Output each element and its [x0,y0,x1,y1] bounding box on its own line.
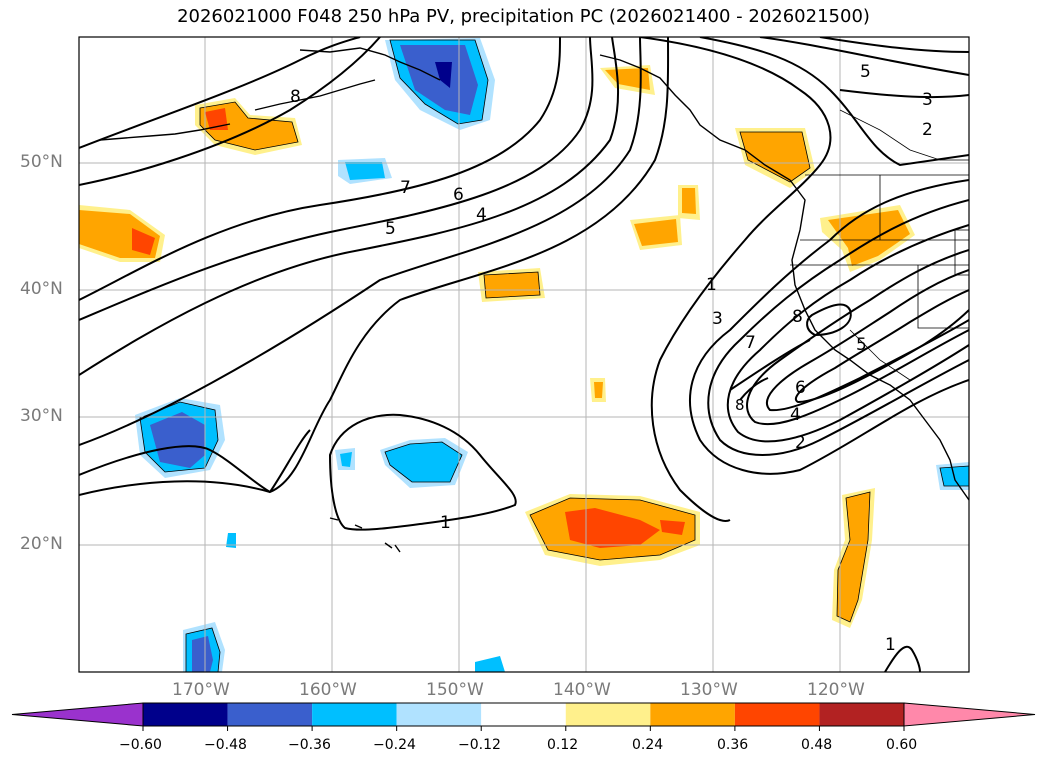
colorbar-tick: −0.24 [373,737,416,753]
precip-positive-areas [79,65,915,628]
contour-label: 5 [856,335,867,355]
colorbar-tick: 0.36 [717,737,749,753]
map-frame [78,36,970,673]
colorbar-box [312,703,397,726]
colorbar-extend-low [11,702,144,727]
contour-label: 6 [453,185,464,205]
lon-label-120w: 120°W [807,680,865,700]
lon-label-170w: 170°W [172,680,230,700]
colorbar-tick: 0.60 [886,737,918,753]
lon-label-140w: 140°W [553,680,611,700]
colorbar-box [481,703,566,726]
contour-label: 8 [735,396,745,414]
contour-label: 7 [400,178,411,198]
colorbar-box [734,703,820,726]
colorbar-box [565,703,651,726]
contour-label: 2 [795,433,806,453]
colorbar-tick: −0.60 [119,737,162,753]
lon-label-130w: 130°W [680,680,738,700]
contour-label: 5 [385,219,396,239]
colorbar-box [819,703,904,726]
colorbar-tick: −0.36 [288,737,331,753]
colorbar-box [650,703,735,726]
contour-label: 7 [745,333,756,353]
lat-label-50n: 50°N [20,152,63,172]
contour-label: 3 [712,309,723,329]
lon-label-150w: 150°W [426,680,484,700]
contour-label: 2 [922,120,933,140]
contour-label: 6 [795,378,806,398]
colorbar-tick: 0.48 [801,737,833,753]
gridlines [79,37,969,672]
contour-label: 4 [476,205,487,225]
colorbar [11,702,1036,731]
lat-label-30n: 30°N [20,406,63,426]
lat-label-20n: 20°N [20,534,63,554]
contour-label: 3 [922,90,933,110]
colorbar-box [227,703,313,726]
contour-label: 4 [790,405,801,425]
colorbar-box [143,703,228,726]
contour-label: 1 [440,513,451,533]
colorbar-tick: −0.12 [458,737,501,753]
pv-contours [79,37,969,672]
colorbar-extend-high [903,702,1036,727]
colorbar-tick: 0.24 [632,737,664,753]
map-title: 2026021000 F048 250 hPa PV, precipitatio… [177,6,870,27]
colorbar-tick: −0.48 [204,737,247,753]
lat-label-40n: 40°N [20,279,63,299]
contour-label: 8 [792,307,803,327]
coastlines [99,47,969,553]
contour-label: 1 [885,635,896,655]
colorbar-frame [142,702,905,727]
contour-label: 8 [290,87,301,107]
colorbar-box [396,703,482,726]
colorbar-tick: 0.12 [547,737,579,753]
contour-label: 5 [860,62,871,82]
lon-label-160w: 160°W [299,680,357,700]
contour-label: 1 [706,275,717,295]
state-borders [790,109,969,381]
contour-labels: 8 7 6 5 4 5 3 2 1 3 7 8 6 4 2 1 5 1 8 [290,62,933,655]
